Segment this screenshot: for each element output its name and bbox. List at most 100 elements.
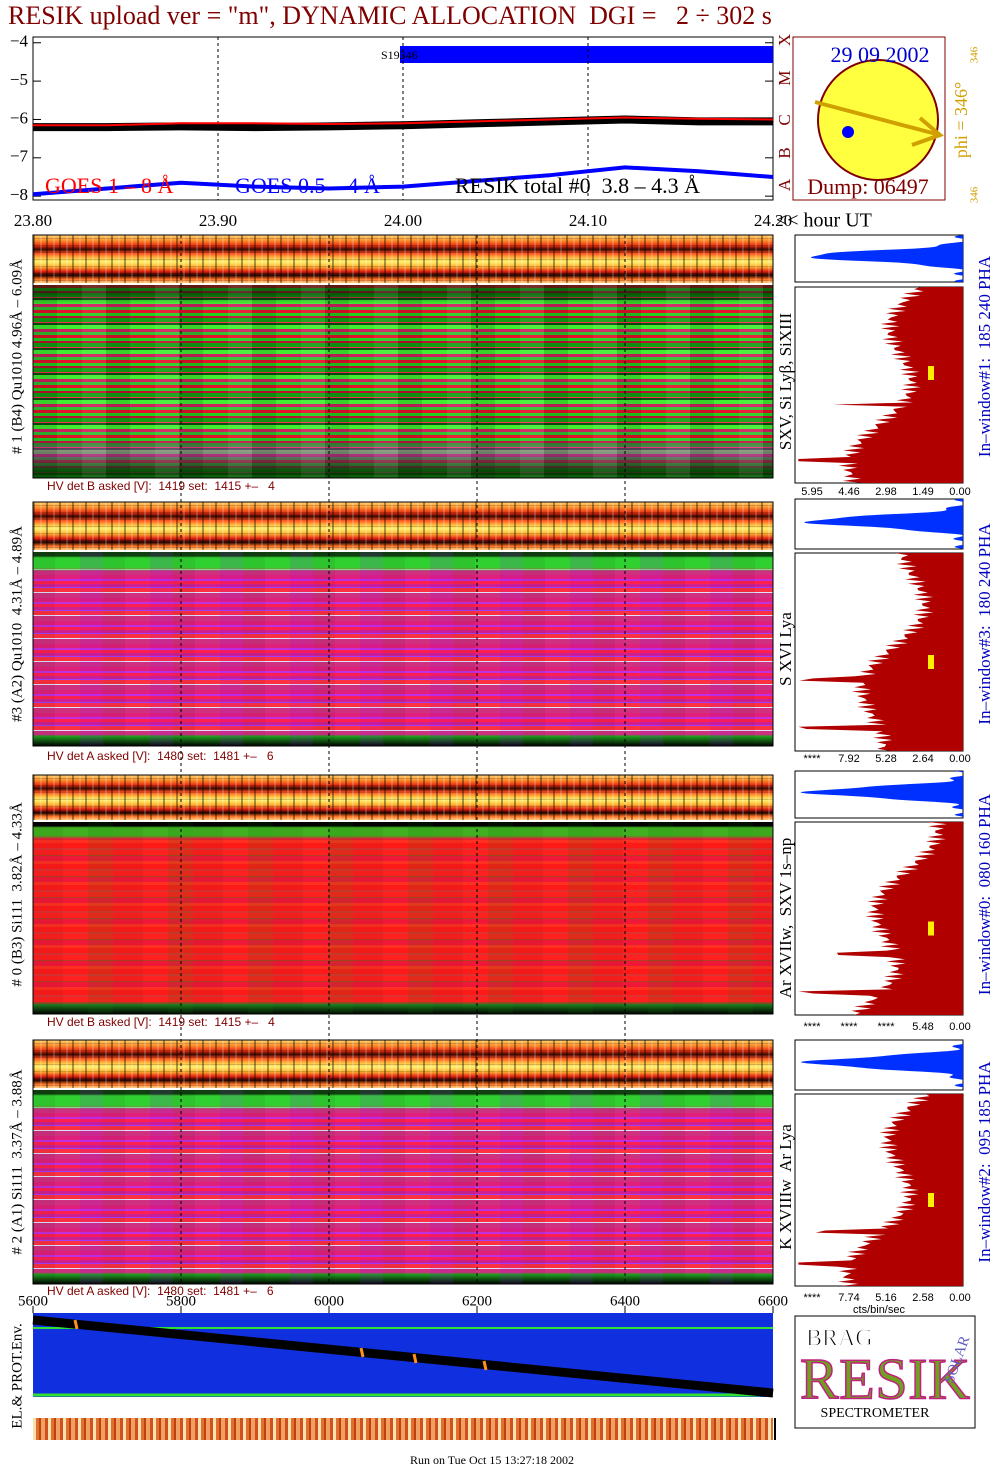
env-mark [359,1347,365,1358]
flare-class: M [775,70,794,85]
y-tick-label: −8 [10,185,28,204]
hist-tick-label: 5.48 [912,1021,933,1033]
spectrogram [33,822,773,1014]
spectrogram [33,1090,773,1284]
hist-shape [798,822,963,1015]
spectrogram-frame [32,774,774,1015]
hist-tick-label: 2.98 [875,486,896,498]
hv-label: HV det A asked [V]: 1480 set: 1481 +– 6 [47,1284,274,1298]
hist-tick-label: **** [803,753,821,765]
series-line [32,165,774,197]
logo-brag: BRAG [806,1326,873,1352]
x-tick-label: 23.90 [199,211,237,230]
flare-class: C [775,114,794,125]
dump-label: Dump: 06497 [807,174,929,199]
y-tick-label: −6 [10,108,28,127]
hist-marker [928,655,934,669]
legend-entry: RESIK total #0 3.8 – 4.3 Å [455,173,700,198]
hist-tick-label: 5.28 [875,753,896,765]
panel-label: # 0 (B3) Si111 3.82Å – 4.33Å [9,802,25,986]
spectrogram-strip [33,1040,773,1088]
x-tick-label: 5800 [166,1293,196,1309]
hist-tick-label: 0.00 [949,753,970,765]
x-tick-label: 6400 [610,1293,640,1309]
hist-tick-label: 2.58 [912,1292,933,1304]
flare-class: A [775,178,794,191]
x-tick-label: 24.10 [569,211,607,230]
sun-point [842,126,854,138]
x-tick-label: 6200 [462,1293,492,1309]
angle-label: 346 [969,46,981,63]
hist-shape [798,553,963,751]
hist-marker [928,1193,934,1207]
env-mark [482,1360,488,1371]
hist-tick-label: 0.00 [949,1021,970,1033]
spectrogram-strip [33,235,773,283]
x-tick-label: 24.20 [754,211,792,230]
sun-arrow-head [911,116,944,147]
sun-date: 29 09 2002 [831,42,930,67]
window-label: In–window#3: 180 240 PHA [975,523,994,725]
hist-unit: cts/bin/sec [853,1304,905,1316]
env-label: EL.& PROT.Env. [9,1323,25,1428]
spectrogram-strip [33,775,773,820]
hist-shape [798,287,963,483]
sun-frame [792,36,946,201]
sun-arrow [814,100,941,137]
line-label: SXV, Si Lyβ, SiXIII [776,313,795,451]
panel-label: #3 (A2) Qu1010 4.31Å – 4.89Å [9,526,25,722]
hist-tick-label: 4.46 [838,486,859,498]
y-tick-label: −7 [10,147,29,166]
hist-marker [928,366,934,380]
window-label: In–window#1: 185 240 PHA [975,255,994,457]
hist-tick-label: 7.74 [838,1292,859,1304]
legend-entry: GOES 1 – 8 Å [45,173,173,198]
spectrogram [33,285,773,478]
panel-label: # 2 (A1) Si111 3.37Å – 3.88Å [9,1069,25,1254]
panel-label: # 1 (B4) Qu1010 4.96Å – 6.09Å [9,259,25,454]
line-label: Ar XVIIw, SXV 1s–np [776,838,795,999]
spectrogram-frame [32,501,774,747]
blue-bar [400,46,773,63]
window-label: In–window#0: 080 160 PHA [975,793,994,995]
hist-tick-label: 5.95 [801,486,822,498]
spectrogram-frame [32,1039,774,1285]
hist-tick-label: **** [803,1292,821,1304]
hist-tick-label: 1.49 [912,486,933,498]
x-tick-label: 23.80 [14,211,52,230]
hist-shape [798,1094,963,1286]
x-tick-label: 6000 [314,1293,344,1309]
hist-tick-label: 7.92 [838,753,859,765]
hist-tick-label: **** [877,1021,895,1033]
flare-class: X [775,34,794,46]
hist-tick-label: 0.00 [949,486,970,498]
hist-shape [803,499,963,549]
y-tick-label: −5 [10,70,28,89]
logo-frame [794,1315,976,1429]
env-mark [73,1319,79,1330]
series-line [33,116,774,127]
env-track [32,1315,774,1398]
x-axis-label: << hour UT [776,210,872,232]
hist-shape [810,235,963,282]
hist-tick-label: **** [840,1021,858,1033]
hv-label: HV det A asked [V]: 1480 set: 1481 +– 6 [47,749,274,763]
hv-label: HV det B asked [V]: 1419 set: 1415 +– 4 [47,479,275,493]
angle-label: 346 [969,186,981,203]
spectrogram [33,552,773,746]
flare-class: B [775,147,794,158]
hist-tick-label: **** [803,1021,821,1033]
logo-resik: RESIK [800,1346,970,1411]
line-label: K XVIIIw Ar Lya [776,1124,795,1250]
hist-tick-label: 0.00 [949,1292,970,1304]
hist-marker [928,921,934,936]
phi-label: phi = 346° [951,82,971,158]
line-label: S XVI Lya [776,612,795,686]
legend-entry: GOES 0.5 – 4 Å [235,173,380,198]
spectrogram-strip [33,502,773,550]
hist-shape [800,1040,963,1090]
x-tick-label: 24.00 [384,211,422,230]
logo-spectrometer: SPECTROMETER [821,1406,931,1421]
footer: Run on Tue Oct 15 13:27:18 2002 [410,1453,574,1467]
